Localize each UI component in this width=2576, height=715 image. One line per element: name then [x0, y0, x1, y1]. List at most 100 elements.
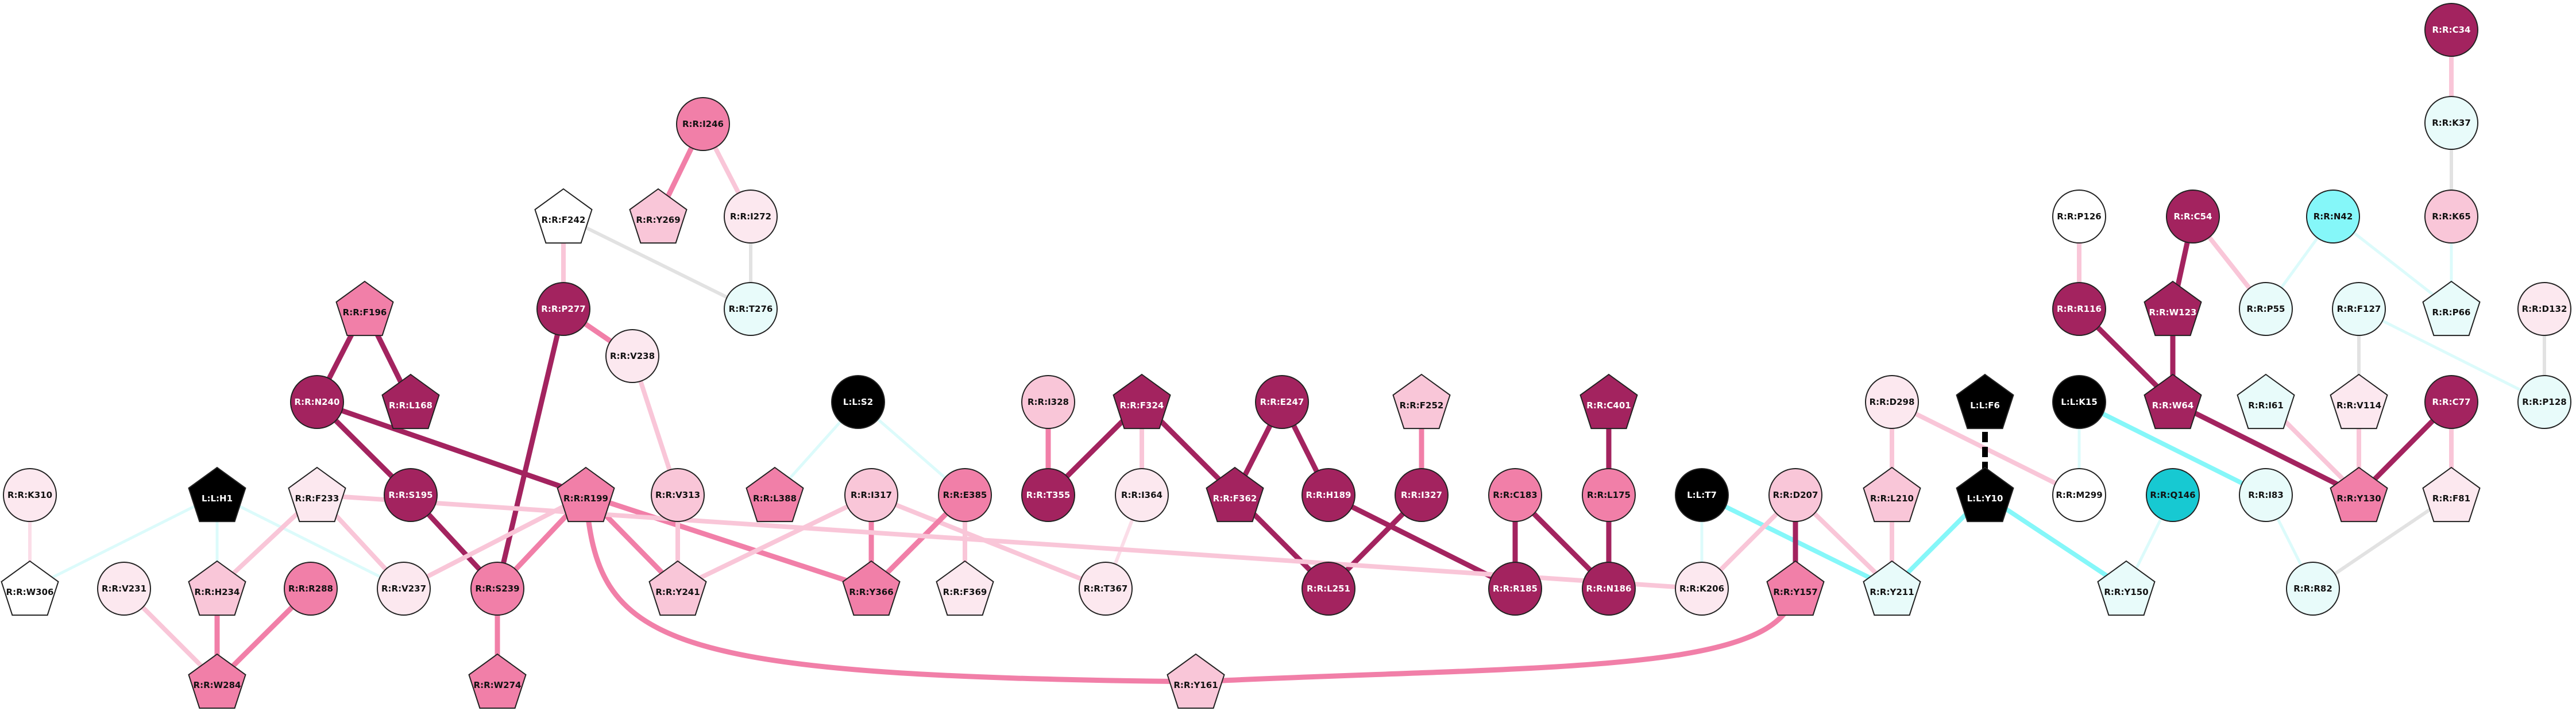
circle-marker [1488, 468, 1542, 522]
node-label: L:L:F6 [1970, 400, 2000, 411]
edge-r-r-f81-r-r-r82 [2312, 493, 2453, 590]
node-label: R:R:V231 [102, 583, 146, 594]
pentagon-marker [2422, 466, 2481, 523]
node-l-l-f6: L:L:F6 [1956, 373, 2014, 430]
node-label: R:R:F242 [542, 215, 586, 225]
node-label: R:R:V114 [2336, 400, 2381, 411]
node-r-r-v114: R:R:V114 [2330, 373, 2388, 430]
node-label: R:R:K37 [2432, 118, 2471, 128]
circle-marker [676, 97, 730, 151]
node-r-r-p277: R:R:P277 [536, 282, 590, 336]
node-r-r-y150: R:R:Y150 [2097, 560, 2156, 616]
node-r-r-f127: R:R:F127 [2332, 282, 2386, 336]
node-label: R:R:I272 [730, 211, 771, 222]
node-label: R:R:R82 [2293, 583, 2332, 594]
circle-marker [2424, 190, 2478, 244]
node-r-r-m299: R:R:M299 [2052, 468, 2106, 522]
node-r-r-w64: R:R:W64 [2144, 373, 2202, 430]
circle-marker [2286, 562, 2340, 616]
pentagon-marker [288, 466, 346, 523]
node-r-r-e385: R:R:E385 [938, 468, 992, 522]
node-r-r-h234: R:R:H234 [188, 560, 246, 616]
node-label: R:R:Y157 [1773, 587, 1817, 597]
pentagon-marker [1167, 653, 1225, 709]
node-r-r-d207: R:R:D207 [1768, 468, 1822, 522]
node-label: R:R:D298 [1870, 397, 1915, 407]
node-r-r-f252: R:R:F252 [1392, 373, 1451, 430]
circle-marker [2239, 282, 2293, 336]
pentagon-marker [188, 653, 246, 709]
node-label: L:L:S2 [843, 397, 873, 407]
node-label: R:R:K206 [1679, 583, 1724, 594]
node-label: R:R:I61 [2248, 400, 2284, 411]
node-r-r-r288: R:R:R288 [284, 562, 338, 616]
node-r-r-c54: R:R:C54 [2166, 190, 2220, 244]
pentagon-marker [1, 560, 59, 616]
pentagon-marker [188, 466, 246, 523]
circle-marker [2517, 282, 2571, 336]
node-label: R:R:E385 [943, 490, 987, 500]
node-r-r-q146: R:R:Q146 [2146, 468, 2200, 522]
circle-marker [1021, 468, 1075, 522]
node-label: R:R:Y366 [849, 587, 893, 597]
node-label: R:R:R185 [1493, 583, 1538, 594]
pentagon-marker [936, 560, 994, 616]
circle-marker [831, 375, 885, 429]
circle-marker [2332, 282, 2386, 336]
pentagon-marker [629, 188, 688, 244]
node-r-r-t367: R:R:T367 [1079, 562, 1133, 616]
edge-r-r-y157-r-r-y161 [1195, 588, 1798, 685]
circle-marker [1675, 468, 1729, 522]
node-r-r-d132: R:R:D132 [2517, 282, 2571, 336]
node-r-r-l388: R:R:L388 [746, 466, 804, 523]
node-label: R:R:P277 [541, 304, 585, 314]
node-label: R:R:Y130 [2336, 493, 2381, 504]
node-label: R:R:C183 [1493, 490, 1537, 500]
node-r-r-p66: R:R:P66 [2422, 280, 2481, 337]
circle-marker [536, 282, 590, 336]
circle-marker [2424, 375, 2478, 429]
node-label: L:L:K15 [2061, 397, 2098, 407]
node-r-r-f362: R:R:F362 [1206, 466, 1264, 523]
pentagon-marker [648, 560, 707, 616]
pentagon-marker [1206, 466, 1264, 523]
pentagon-marker [1766, 560, 1825, 616]
node-label: R:R:Y161 [1173, 680, 1218, 690]
edge-r-r-n240-r-r-r199 [316, 399, 587, 498]
node-label: R:R:V313 [655, 490, 700, 500]
node-label: R:R:I246 [682, 119, 724, 129]
node-r-r-y161: R:R:Y161 [1167, 653, 1225, 709]
pentagon-marker [2422, 280, 2481, 337]
node-r-r-h189: R:R:H189 [1301, 468, 1355, 522]
node-label: R:R:K65 [2432, 211, 2471, 222]
edge-r-r-r199-r-r-y161 [583, 494, 1196, 685]
node-label: R:R:S195 [388, 490, 432, 500]
node-label: R:R:F324 [1120, 400, 1164, 411]
pentagon-marker [468, 653, 527, 709]
node-label: R:R:Y211 [1870, 587, 1914, 597]
circle-marker [2052, 190, 2106, 244]
node-r-r-t276: R:R:T276 [724, 282, 778, 336]
circle-marker [1021, 375, 1075, 429]
node-label: R:R:V237 [381, 583, 426, 594]
node-r-r-p55: R:R:P55 [2239, 282, 2293, 336]
node-label: R:R:F362 [1213, 493, 1257, 504]
node-label: R:R:P128 [2522, 397, 2566, 407]
node-r-r-i83: R:R:I83 [2239, 468, 2293, 522]
node-r-r-w123: R:R:W123 [2144, 280, 2202, 337]
node-r-r-r185: R:R:R185 [1488, 562, 1542, 616]
pentagon-marker [335, 280, 394, 337]
node-label: R:R:Q146 [2150, 490, 2195, 500]
node-label: R:R:I364 [1121, 490, 1163, 500]
circle-marker [651, 468, 705, 522]
edge-l-l-k15-r-r-i83 [2078, 400, 2267, 497]
edge-r-r-w64-r-r-y130 [2171, 399, 2361, 498]
node-label: R:R:C34 [2432, 25, 2471, 35]
edge-l-l-h1-r-r-w306 [29, 493, 218, 590]
node-label: L:L:T7 [1687, 490, 1717, 500]
circle-marker [2424, 3, 2478, 57]
edge-r-r-f127-r-r-p128 [2358, 307, 2546, 404]
edge-r-r-p277-r-r-s239 [495, 308, 566, 590]
node-label: R:R:I327 [1401, 490, 1442, 500]
node-r-r-w306: R:R:W306 [1, 560, 59, 616]
